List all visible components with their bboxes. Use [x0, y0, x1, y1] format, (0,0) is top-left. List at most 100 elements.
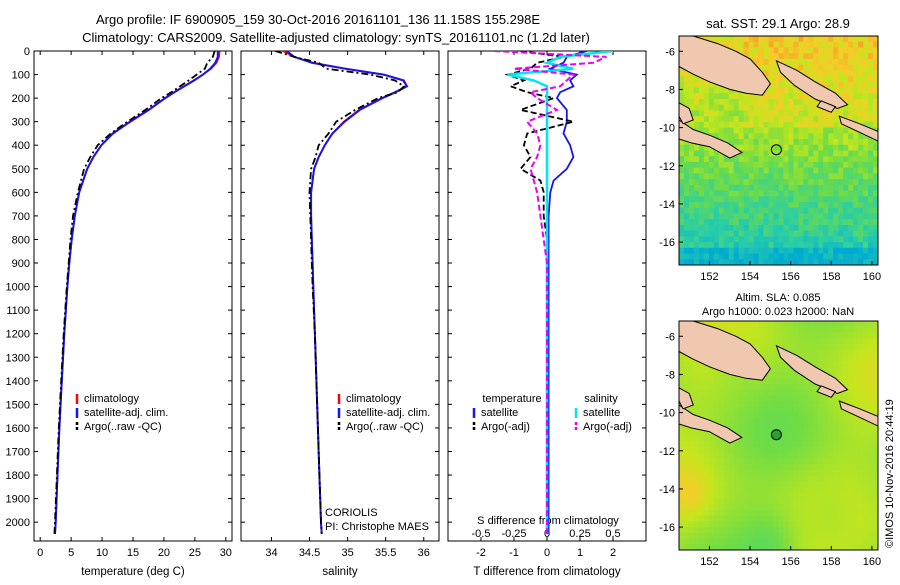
x-tick-label: 2 — [610, 547, 616, 559]
map-cell — [723, 401, 730, 408]
map-cell — [703, 498, 710, 505]
map-cell — [753, 515, 760, 522]
map-cell — [828, 41, 834, 49]
map-cell — [793, 184, 799, 192]
map-cell — [679, 213, 685, 220]
map-cell — [788, 395, 795, 402]
map-cell — [833, 326, 839, 334]
map-cell — [743, 144, 750, 152]
map-cell — [738, 121, 745, 129]
map-cell — [873, 326, 878, 334]
map-cell — [808, 515, 814, 522]
map-cell — [693, 150, 700, 157]
map-cell — [698, 253, 705, 260]
map-cell — [808, 133, 814, 140]
map-cell — [698, 475, 705, 482]
map-cell — [773, 70, 780, 77]
map-cell — [798, 446, 804, 454]
map-cell — [858, 464, 864, 471]
map-cell — [793, 196, 799, 203]
map-cell — [818, 452, 824, 459]
map-cell — [848, 383, 854, 391]
map-cell — [738, 452, 745, 459]
map-cell — [863, 355, 869, 362]
map-cell — [838, 475, 844, 482]
map-cell — [733, 179, 740, 186]
map-cell — [818, 161, 824, 169]
map-cell — [863, 41, 869, 49]
map-cell — [818, 424, 824, 431]
map-cell — [783, 144, 790, 152]
map-cell — [868, 446, 874, 454]
map-cell — [838, 190, 844, 197]
map-cell — [679, 378, 685, 385]
map-cell — [868, 202, 874, 209]
map-cell — [793, 242, 799, 249]
map-cell — [863, 110, 869, 117]
map-cell — [798, 515, 804, 522]
map-cell — [848, 498, 854, 505]
map-cell — [813, 104, 819, 112]
map-cell — [743, 504, 750, 511]
map-cell — [838, 464, 844, 471]
map-cell — [788, 372, 795, 379]
map-cell — [798, 395, 804, 402]
map-cell — [748, 173, 755, 180]
s-tick-label: -0.5 — [472, 528, 491, 540]
map-cell — [768, 435, 775, 442]
map-cell — [808, 326, 814, 334]
map-cell — [758, 378, 765, 385]
map-cell — [763, 58, 770, 66]
map-cell — [748, 487, 755, 494]
map-cell — [858, 87, 864, 94]
map-cell — [768, 481, 775, 488]
map-cell — [838, 242, 844, 249]
map-cell — [863, 492, 869, 500]
map-cell — [873, 173, 878, 180]
map-cell — [773, 515, 780, 522]
map-cell — [788, 401, 795, 408]
map-cell — [873, 395, 878, 402]
map-cell — [713, 372, 720, 379]
map-cell — [853, 41, 859, 49]
map-cell — [733, 527, 740, 534]
map-cell — [828, 236, 834, 243]
map-cell — [788, 383, 795, 391]
map-cell — [778, 224, 785, 232]
map-cell — [818, 139, 824, 146]
map-cell — [843, 349, 849, 356]
map-cell — [738, 332, 745, 339]
map-cell — [863, 219, 869, 226]
map-cell — [693, 481, 700, 488]
map-cell — [798, 110, 804, 117]
map-cell — [748, 418, 755, 425]
map-cell — [743, 121, 750, 129]
map-cell — [768, 424, 775, 431]
map-cell — [838, 521, 844, 528]
map-cell — [738, 406, 745, 414]
map-cell — [703, 150, 710, 157]
map-cell — [838, 378, 844, 385]
map-cell — [758, 47, 765, 54]
map-cell — [688, 253, 695, 260]
map-cell — [853, 338, 859, 345]
map-cell — [753, 424, 760, 431]
map-cell — [783, 481, 790, 488]
map-cell — [693, 435, 700, 442]
map-cell — [793, 509, 799, 517]
map-cell — [848, 527, 854, 534]
map-cell — [778, 326, 785, 334]
map-cell — [813, 338, 819, 345]
map-cell — [748, 133, 755, 140]
map-cell — [768, 36, 775, 43]
map-cell — [783, 332, 790, 339]
map-cell — [753, 326, 760, 334]
map-cell — [693, 372, 700, 379]
map-cell — [758, 544, 765, 550]
map-cell — [868, 355, 874, 362]
map-cell — [688, 144, 695, 152]
map-cell — [733, 133, 740, 140]
map-cell — [793, 104, 799, 112]
legend-label: Argo(..raw -QC) — [84, 421, 162, 433]
map-cell — [688, 521, 695, 528]
